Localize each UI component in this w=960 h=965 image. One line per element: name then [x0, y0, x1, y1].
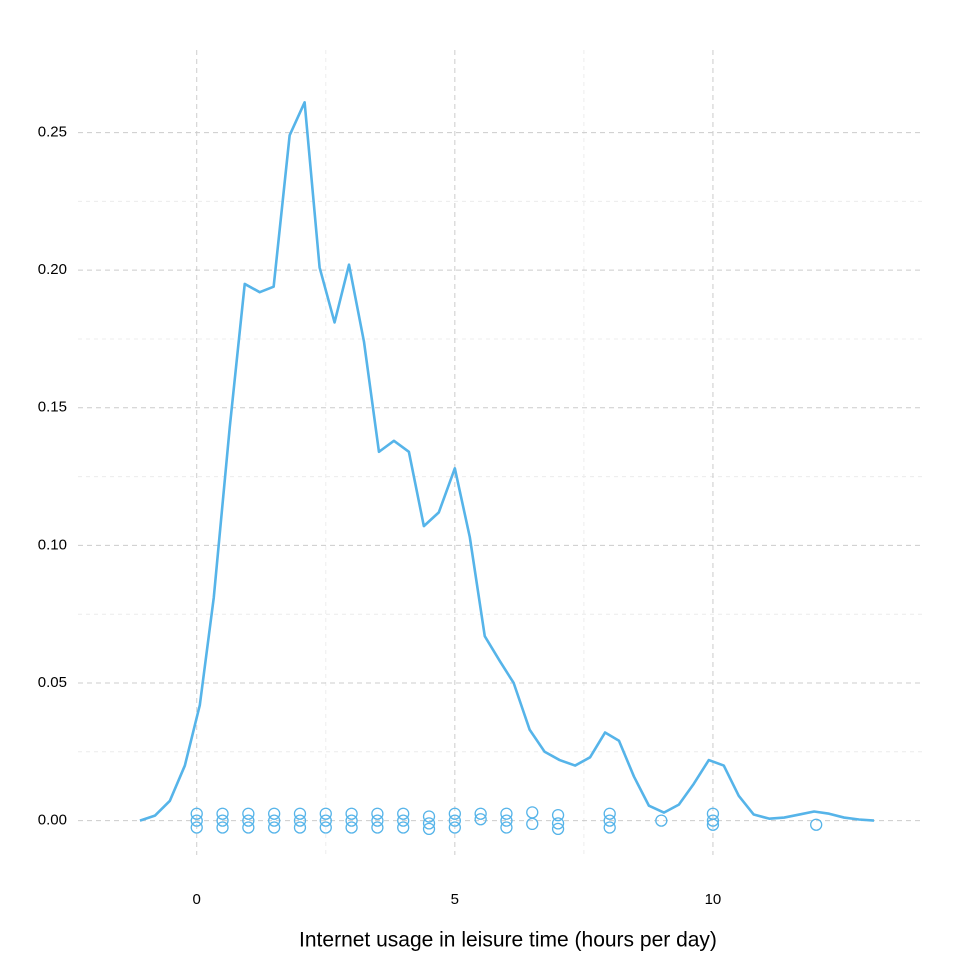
rug-point [448, 807, 461, 820]
rug-point [268, 807, 281, 820]
rug-point [603, 821, 616, 834]
rug-point [551, 822, 565, 836]
y-tick-label: 0.20 [38, 261, 67, 278]
rug-point [810, 818, 823, 831]
rug-point [371, 821, 384, 834]
y-tick-label: 0.15 [38, 399, 67, 416]
rug-point [422, 822, 436, 836]
rug-point [242, 821, 255, 834]
rug-point [293, 814, 307, 827]
rug-point [190, 807, 203, 820]
rug-point [603, 807, 616, 820]
rug-point [319, 807, 332, 820]
rug-point [268, 814, 281, 827]
rug-point [190, 814, 203, 827]
rug-point [345, 814, 358, 827]
rug-point [526, 806, 539, 819]
rug-point [242, 807, 255, 820]
rug-point [422, 810, 436, 823]
density-line [139, 100, 875, 822]
rug-point [268, 821, 281, 834]
rug-point [371, 807, 384, 820]
rug-point [216, 814, 229, 827]
rug-point [397, 821, 410, 834]
rug-point [422, 817, 436, 830]
rug-point [397, 814, 410, 827]
rug-point [345, 821, 358, 834]
rug-point [319, 814, 332, 827]
y-tick-label: 0.25 [38, 124, 67, 141]
rug-point [319, 821, 332, 834]
rug-point [500, 821, 513, 834]
rug-point [474, 807, 487, 820]
rug-point [551, 817, 565, 830]
rug-point [345, 807, 358, 820]
x-tick-label: 10 [705, 891, 722, 908]
rug-point [706, 814, 720, 827]
rug-point [474, 813, 487, 826]
rug-point [500, 807, 513, 820]
x-tick-label: 5 [451, 891, 459, 908]
rug-point [293, 821, 307, 834]
rug-point [293, 807, 307, 820]
x-axis-title: Internet usage in leisure time (hours pe… [299, 929, 717, 952]
rug-point [551, 808, 565, 822]
rug-point [500, 814, 513, 827]
rug-point [655, 814, 668, 827]
rug-point [526, 817, 539, 831]
rug-point [190, 821, 203, 834]
y-tick-label: 0.05 [38, 674, 67, 691]
rug-point [397, 807, 410, 820]
y-tick-label: 0.00 [38, 812, 67, 829]
rug-point [216, 821, 229, 834]
rug-point [448, 814, 461, 827]
rug-point [216, 807, 229, 820]
rug-point [706, 818, 720, 831]
rug-point [242, 814, 255, 827]
rug-point [371, 814, 384, 827]
y-tick-label: 0.10 [38, 536, 67, 553]
rug-point [603, 814, 616, 827]
rug-point [448, 821, 461, 834]
x-tick-label: 0 [193, 891, 201, 908]
